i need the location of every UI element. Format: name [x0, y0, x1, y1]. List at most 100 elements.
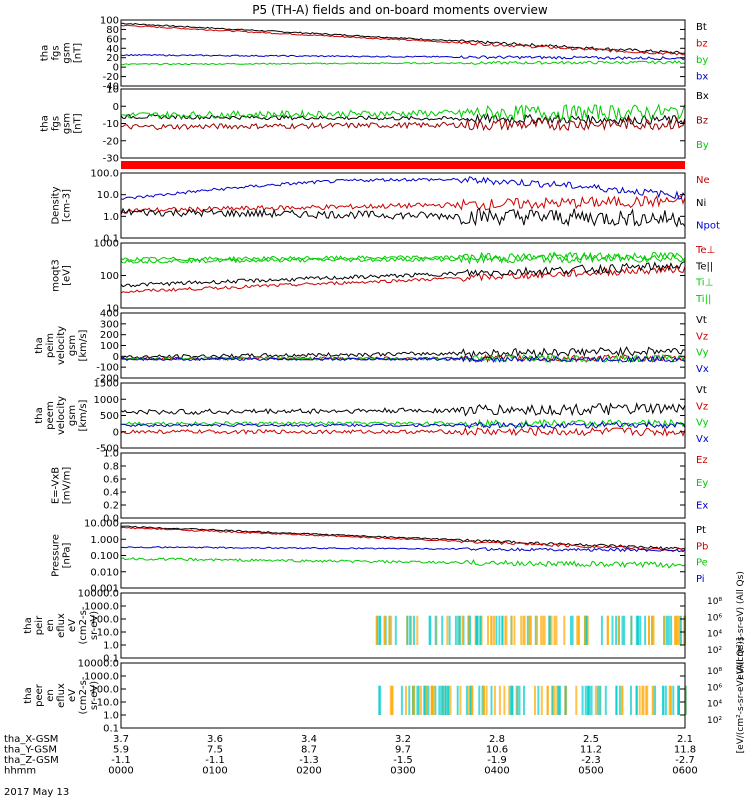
series-line — [120, 207, 686, 228]
heatmap-cell — [652, 615, 655, 645]
y-tick-label: 10.0 — [97, 698, 119, 709]
heatmap-cell — [498, 615, 501, 645]
heatmap-cell — [585, 615, 588, 645]
figure-title: P5 (TH-A) fields and on-board moments ov… — [252, 3, 548, 17]
heatmap-cell — [444, 685, 447, 715]
legend-entry: Ti⊥ — [695, 278, 713, 289]
y-axis-label: E=-VxB — [51, 467, 62, 504]
y-tick-label: 10.000 — [84, 519, 119, 530]
heatmap-cell — [448, 615, 451, 645]
heatmap-cell — [405, 685, 407, 715]
heatmap-cell — [551, 685, 554, 715]
heatmap-cell — [670, 615, 673, 645]
y-tick-label: 1500 — [94, 379, 119, 390]
y-axis-label: (cm2-s- — [78, 676, 89, 714]
heatmap-cell — [479, 615, 482, 645]
panel-frame — [120, 19, 686, 87]
heatmap-cell — [438, 685, 441, 715]
heatmap-cell — [456, 685, 459, 715]
heatmap-cell — [669, 685, 672, 715]
heatmap-cell — [434, 615, 437, 645]
heatmap-cell — [569, 615, 572, 645]
y-tick-label: 100.0 — [90, 685, 119, 696]
heatmap-cell — [478, 685, 481, 715]
heatmap-cell — [400, 685, 403, 715]
y-tick-label: 0.4 — [103, 488, 119, 499]
heatmap-cell — [664, 685, 667, 715]
x-tick-label: 3.6 — [207, 734, 223, 745]
heatmap-cell — [611, 615, 614, 645]
legend-entry: Vy — [696, 418, 709, 429]
heatmap-cell — [493, 615, 495, 645]
heatmap-cell — [461, 615, 464, 645]
heatmap-cell — [548, 615, 551, 645]
heatmap-cell — [604, 685, 607, 715]
series-line — [120, 60, 686, 66]
y-tick-label: 1.0 — [103, 641, 119, 652]
heatmap-cell — [678, 615, 681, 645]
y-tick-label: 60 — [106, 34, 119, 45]
heatmap-cell — [642, 685, 645, 715]
y-tick-label: 0.010 — [90, 567, 119, 578]
y-axis-label: sr-eV) — [89, 611, 100, 640]
y-tick-label: 300 — [100, 319, 119, 330]
series-line — [120, 24, 686, 56]
legend-entry: Vt — [696, 385, 707, 396]
heatmap-cell — [471, 685, 474, 715]
heatmap-cell — [481, 685, 484, 715]
panel-frame — [120, 452, 686, 519]
heatmap-cell — [409, 615, 412, 645]
heatmap-cell — [666, 615, 668, 645]
legend-entry: Vz — [696, 331, 708, 342]
heatmap-cell — [600, 615, 603, 645]
series-line — [120, 176, 686, 200]
x-tick-label: 11.2 — [580, 745, 602, 756]
y-tick-label: 100 — [100, 341, 119, 352]
y-tick-label: 0.1 — [103, 234, 119, 245]
heatmap-cell — [513, 615, 516, 645]
heatmap-cell — [378, 615, 381, 645]
x-tick-label: 0600 — [672, 766, 697, 777]
heatmap-cell — [394, 615, 397, 645]
y-axis-label: peer — [34, 683, 45, 707]
colorbar-tick-label: 10⁴ — [707, 700, 722, 710]
y-axis-label: moqt3 — [51, 259, 62, 292]
y-tick-label: 0.2 — [103, 501, 119, 512]
heatmap-cell — [683, 615, 686, 645]
heatmap-cell — [620, 685, 623, 715]
heatmap-cell — [576, 615, 579, 645]
heatmap-cell — [465, 685, 468, 715]
y-tick-label: 10 — [106, 304, 119, 315]
heatmap-cell — [641, 685, 644, 715]
y-tick-label: 1000.0 — [84, 602, 119, 613]
panel-frame — [120, 382, 686, 449]
heatmap-cell — [390, 615, 393, 645]
heatmap-cell — [654, 685, 657, 715]
heatmap-cell — [391, 685, 394, 715]
heatmap-cell — [493, 685, 496, 715]
heatmap-cell — [557, 685, 560, 715]
heatmap-cell — [630, 615, 633, 645]
colorbar-tick-label: 10⁶ — [707, 613, 722, 623]
heatmap-cell — [523, 615, 526, 645]
heatmap-cell — [413, 615, 415, 645]
heatmap-cell — [416, 615, 419, 645]
y-tick-label: -30 — [103, 154, 119, 165]
y-tick-label: -20 — [103, 72, 119, 83]
legend-entry: bx — [696, 72, 708, 83]
heatmap-cell — [668, 685, 671, 715]
heatmap-cell — [446, 615, 449, 645]
heatmap-cell — [667, 615, 670, 645]
y-axis-label: [nT] — [73, 113, 84, 133]
x-tick-label: 10.6 — [486, 745, 508, 756]
legend-entry: Ex — [696, 501, 708, 512]
y-tick-label: 0.0 — [103, 514, 119, 525]
y-axis-label: gsm — [62, 113, 73, 134]
colorbar-label: eV/(cm²-s-sr-eV) (All Qs) — [736, 571, 746, 680]
legend-entry: Vy — [696, 348, 709, 359]
heatmap-cell — [639, 615, 642, 645]
heatmap-cell — [454, 615, 457, 645]
heatmap-cell — [432, 685, 435, 715]
y-axis-label: fgs — [51, 116, 62, 131]
panel-2: 10 0 -10 -20 -30 tha fgs gsm [nT] Bx Bz By — [40, 85, 709, 165]
